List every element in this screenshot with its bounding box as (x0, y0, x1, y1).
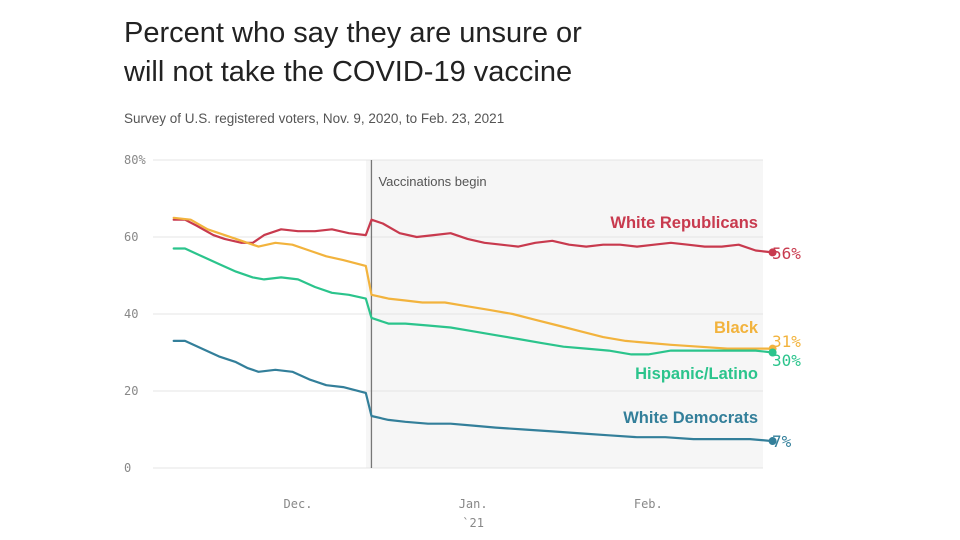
series-label-white-republicans: White Republicans (610, 214, 758, 232)
series-end-value-black: 31% (772, 332, 801, 351)
series-line-white-democrats (172, 339, 774, 443)
annotation-label: Vaccinations begin (378, 174, 486, 189)
series-line-white-republicans (172, 218, 774, 254)
x-tick-label-dec: Dec. (284, 497, 313, 511)
x-tick-sublabel-jan: `21 (462, 516, 484, 530)
y-tick-label-0: 0 (124, 461, 131, 475)
chart-subtitle: Survey of U.S. registered voters, Nov. 9… (124, 111, 505, 126)
series-end-value-white-republicans: 56% (772, 244, 801, 263)
series-label-black: Black (714, 319, 759, 337)
series-line-hispanic-latino (172, 247, 774, 356)
series-label-hispanic-latino: Hispanic/Latino (635, 365, 758, 383)
y-tick-label-40: 40 (124, 307, 138, 321)
y-tick-label-60: 60 (124, 230, 138, 244)
y-tick-label-20: 20 (124, 384, 138, 398)
x-tick-label-jan: Jan. (459, 497, 488, 511)
series-label-white-democrats: White Democrats (623, 409, 758, 427)
y-tick-label-80: 80% (124, 153, 146, 167)
chart-title-line-1: Percent who say they are unsure or (124, 17, 582, 49)
series-end-value-white-democrats: 7% (772, 432, 792, 451)
chart-title-line-2: will not take the COVID-19 vaccine (124, 56, 573, 88)
grid-lines (153, 159, 763, 469)
series-end-marker-white-republicans (768, 248, 777, 257)
series-lines (172, 216, 777, 446)
x-tick-label-feb: Feb. (634, 497, 663, 511)
series-line-black (172, 216, 774, 350)
series-end-marker-hispanic-latino (768, 348, 777, 357)
axis-labels: 80% 60 40 20 0 Dec. Jan. `21 Feb. (124, 153, 663, 530)
series-labels: White Republicans 56% Black 31% Hispanic/Lat… (610, 214, 801, 451)
series-end-marker-white-democrats (768, 437, 777, 446)
chart-title: Percent who say they are unsure or will … (124, 14, 582, 92)
series-end-value-hispanic-latino: 30% (772, 351, 801, 370)
